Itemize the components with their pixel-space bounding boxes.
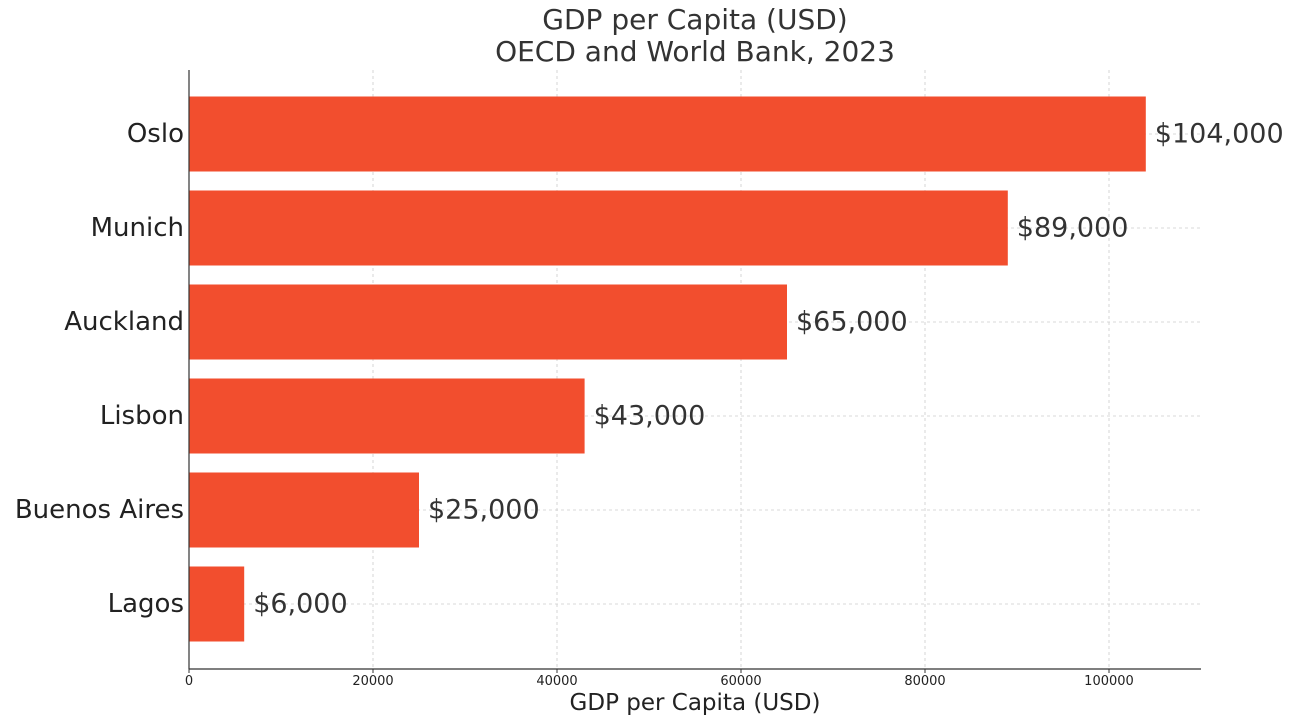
- axes: [188, 70, 1201, 670]
- chart-subtitle: OECD and World Bank, 2023: [495, 35, 895, 68]
- value-label: $65,000: [796, 307, 908, 338]
- bar: [189, 472, 419, 548]
- category-label: Lisbon: [100, 401, 184, 431]
- bar: [189, 96, 1146, 172]
- x-tick-label: 40000: [536, 674, 577, 689]
- bar: [189, 190, 1008, 266]
- x-tick-label: 80000: [904, 674, 945, 689]
- value-label: $25,000: [428, 495, 540, 526]
- x-axis-label: GDP per Capita (USD): [570, 690, 821, 716]
- x-tick-label: 0: [185, 674, 193, 689]
- category-label: Oslo: [127, 119, 184, 149]
- y-axis-categories: Oslo Munich Auckland Lisbon Buenos Aires Lago…: [15, 119, 184, 619]
- category-label: Auckland: [64, 307, 184, 337]
- x-axis-ticks: 0 20000 40000 60000 80000 100000: [185, 669, 1134, 689]
- chart-title: GDP per Capita (USD): [542, 3, 848, 36]
- value-label: $104,000: [1155, 119, 1284, 150]
- x-tick-label: 60000: [720, 674, 761, 689]
- value-label: $89,000: [1017, 213, 1129, 244]
- category-label: Munich: [91, 213, 184, 243]
- bar: [189, 378, 585, 454]
- value-label: $6,000: [253, 589, 347, 620]
- category-label: Lagos: [108, 589, 184, 619]
- x-tick-label: 100000: [1084, 674, 1134, 689]
- bar: [189, 566, 245, 642]
- bar: [189, 284, 787, 360]
- value-label: $43,000: [594, 401, 706, 432]
- category-label: Buenos Aires: [15, 495, 184, 525]
- bars: [189, 96, 1146, 642]
- x-tick-label: 20000: [352, 674, 393, 689]
- value-labels: $104,000 $89,000 $65,000 $43,000 $25,000 $6,0…: [253, 119, 1283, 620]
